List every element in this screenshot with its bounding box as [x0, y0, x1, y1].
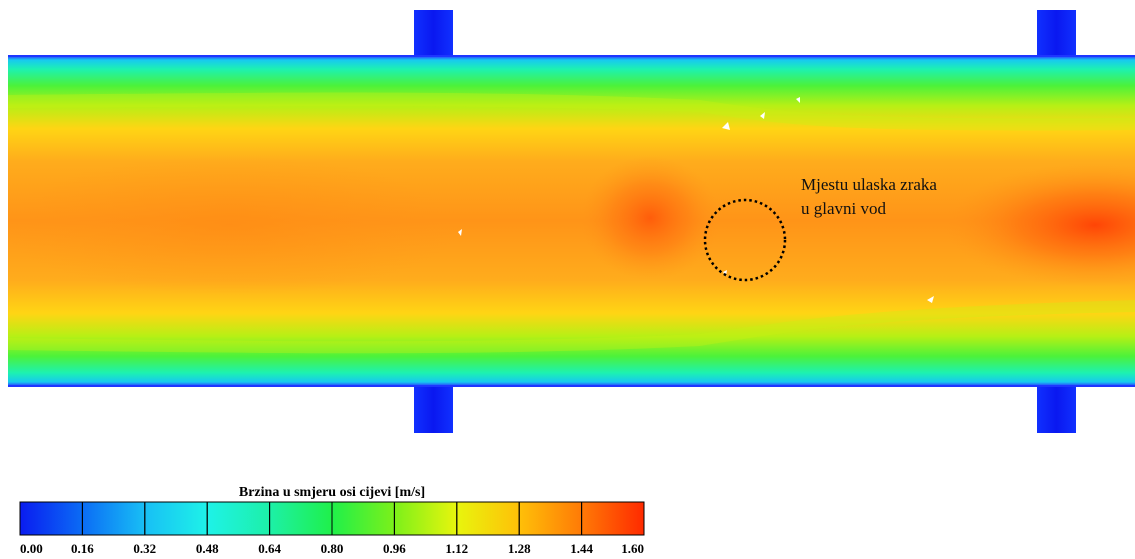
- legend-tick-label: 0.16: [71, 541, 94, 556]
- air-inlet-annotation: Mjestu ulaska zraka u glavni vod: [703, 175, 937, 282]
- legend-tick-label: 0.96: [383, 541, 406, 556]
- legend-tick-label: 1.44: [570, 541, 593, 556]
- branch-top-right: [1037, 10, 1076, 58]
- shear-band-top: [8, 92, 1135, 131]
- legend-color-cells: [19, 501, 645, 536]
- branch-pipes: [414, 10, 1076, 433]
- legend-tick-label: 0.80: [321, 541, 344, 556]
- legend-tick-label: 1.28: [508, 541, 531, 556]
- legend-tick-label: 0.00: [20, 541, 43, 556]
- annotation-line-1: Mjestu ulaska zraka: [801, 175, 937, 194]
- legend-tick-label: 0.48: [196, 541, 219, 556]
- legend-tick-label: 0.32: [133, 541, 156, 556]
- branch-top-left: [414, 10, 453, 58]
- legend-tick-label: 1.60: [621, 541, 644, 556]
- shear-band-bottom: [8, 300, 1135, 354]
- colorbar-legend: Brzina u smjeru osi cijevi [m/s] 0.00 0.1…: [19, 485, 645, 556]
- annotation-line-2: u glavni vod: [801, 199, 886, 218]
- warm-region-left: [8, 155, 460, 295]
- air-inlet-marker-circle: [703, 198, 787, 282]
- main-pipe-contour: [8, 55, 1135, 387]
- legend-tick-label: 0.64: [258, 541, 281, 556]
- velocity-hotspot-right: [945, 163, 1135, 287]
- legend-title: Brzina u smjeru osi cijevi [m/s]: [239, 485, 425, 500]
- legend-tick-label: 1.12: [445, 541, 468, 556]
- branch-bottom-left: [414, 384, 453, 433]
- legend-tick-labels: 0.00 0.16 0.32 0.48 0.64 0.80 0.96 1.12 1.28 1.44…: [20, 541, 644, 556]
- legend-cell: [581, 501, 645, 536]
- velocity-hotspot-center: [580, 156, 720, 280]
- branch-bottom-right: [1037, 384, 1076, 433]
